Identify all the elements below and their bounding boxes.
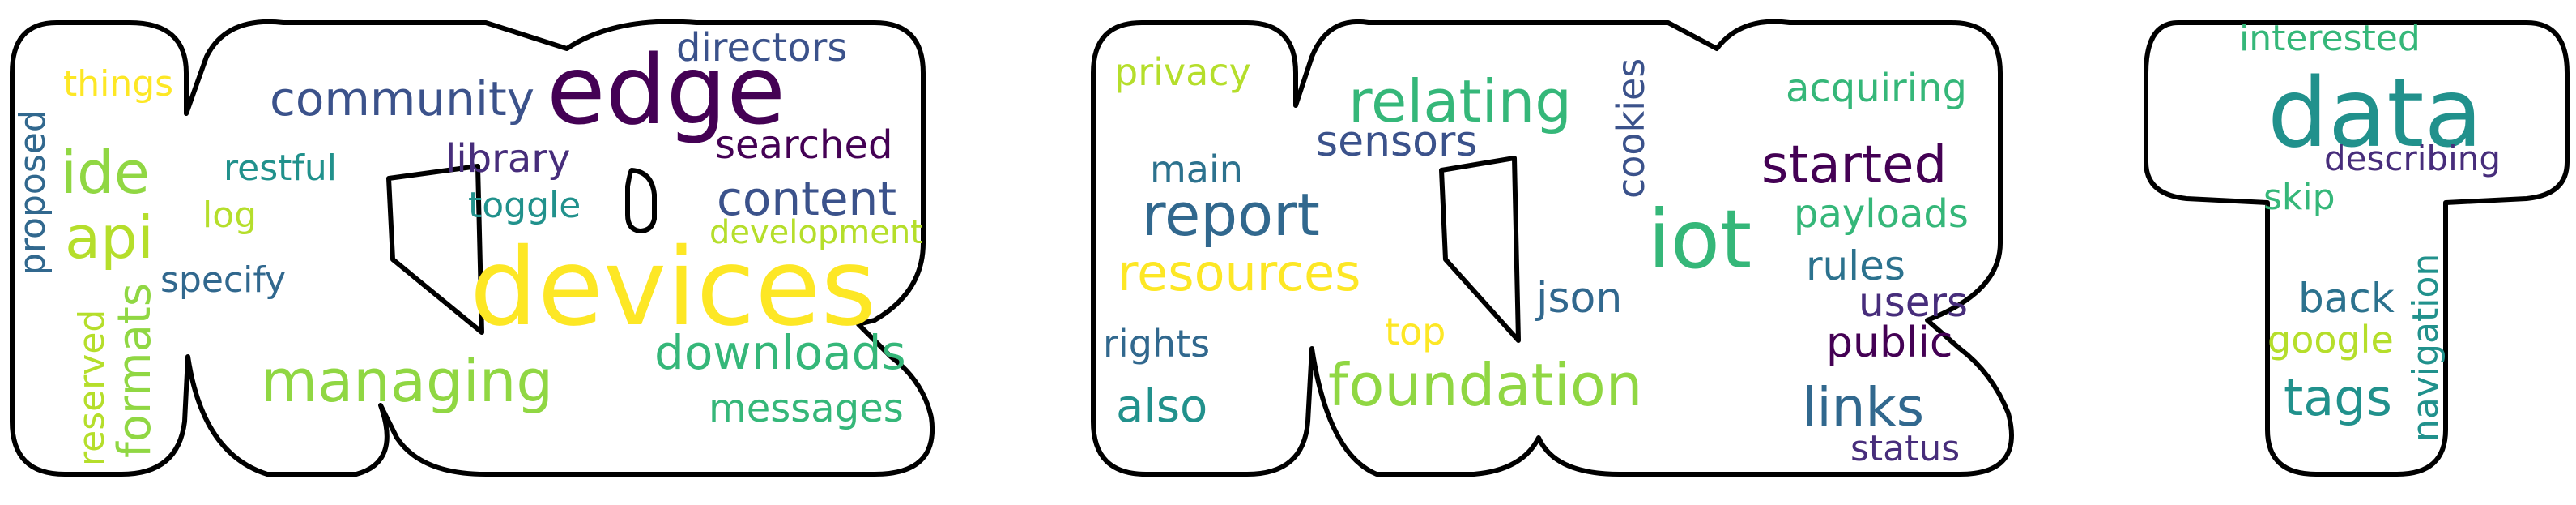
word-interested: interested (2239, 18, 2421, 59)
word-toggle: toggle (468, 185, 581, 226)
word-proposed: proposed (12, 109, 53, 276)
word-content: content (717, 171, 896, 226)
word-library: library (445, 136, 570, 182)
word-public: public (1826, 319, 1952, 367)
word-rights: rights (1103, 322, 1210, 366)
word-devices: devices (470, 225, 876, 350)
word-messages: messages (709, 386, 904, 431)
letter-k-outline-2 (1091, 19, 2014, 477)
word-log: log (202, 195, 257, 236)
word-started: started (1761, 135, 1947, 195)
word-directors: directors (676, 25, 847, 71)
word-navigation: navigation (2405, 254, 2446, 442)
word-users: users (1859, 279, 1968, 326)
word-formats: formats (109, 283, 161, 458)
word-payloads: payloads (1794, 191, 1969, 237)
word-relating: relating (1348, 67, 1572, 135)
word-data: data (2267, 57, 2483, 169)
word-main: main (1150, 148, 1243, 191)
word-cookies: cookies (1609, 58, 1653, 199)
letter-outlines (10, 19, 2570, 477)
word-iot: iot (1648, 192, 1752, 287)
word-privacy: privacy (1114, 50, 1251, 94)
word-development: development (709, 214, 923, 251)
letter-k-notch-1b (625, 168, 657, 233)
word-links: links (1802, 376, 1924, 439)
word-layer: things community edge directors proposed… (12, 18, 2501, 469)
word-downloads: downloads (654, 325, 906, 380)
word-acquiring: acquiring (1786, 66, 1967, 111)
word-community: community (270, 71, 534, 126)
word-rules: rules (1806, 242, 1905, 289)
word-edge: edge (547, 34, 786, 146)
word-google: google (2267, 318, 2394, 362)
word-json: json (1535, 274, 1622, 323)
word-status: status (1850, 428, 1960, 469)
word-things: things (63, 63, 173, 105)
word-skip: skip (2263, 177, 2335, 218)
word-resources: resources (1118, 243, 1360, 302)
word-restful: restful (224, 148, 337, 189)
letter-t-outline (2144, 20, 2570, 477)
word-api: api (65, 203, 154, 272)
word-describing: describing (2324, 139, 2501, 178)
word-reserved: reserved (71, 310, 113, 466)
word-searched: searched (715, 122, 892, 168)
word-specify: specify (160, 259, 286, 301)
word-back: back (2298, 275, 2395, 322)
letter-k-notch-1 (386, 164, 484, 335)
word-also: also (1116, 380, 1207, 433)
word-ide: ide (61, 139, 150, 207)
word-top: top (1385, 310, 1446, 353)
word-managing: managing (261, 347, 553, 415)
word-foundation: foundation (1328, 351, 1642, 419)
letter-k-notch-2 (1439, 156, 1521, 343)
word-tags: tags (2284, 368, 2392, 427)
word-report: report (1142, 181, 1320, 249)
word-sensors: sensors (1316, 118, 1477, 166)
